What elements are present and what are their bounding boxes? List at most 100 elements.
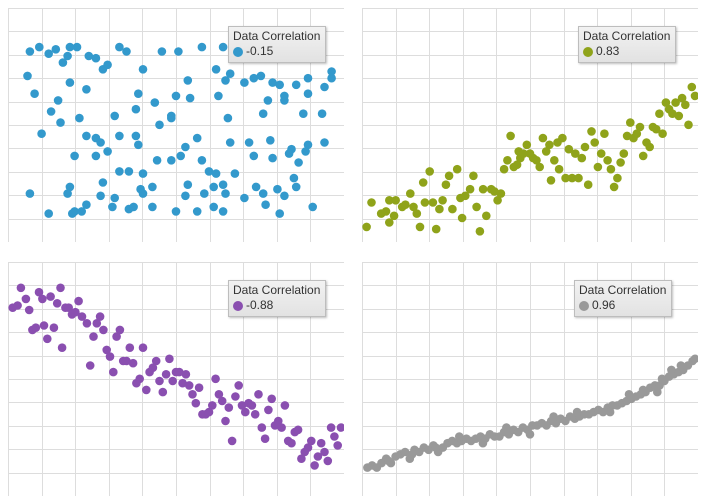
- data-point[interactable]: [482, 211, 491, 221]
- data-point[interactable]: [391, 196, 400, 205]
- data-point[interactable]: [545, 140, 554, 150]
- data-point[interactable]: [567, 173, 577, 183]
- data-point[interactable]: [77, 312, 87, 321]
- data-point[interactable]: [176, 151, 185, 161]
- data-point[interactable]: [655, 109, 664, 118]
- data-point[interactable]: [431, 443, 440, 452]
- data-point[interactable]: [209, 202, 218, 212]
- data-point[interactable]: [230, 169, 240, 178]
- data-point[interactable]: [674, 111, 684, 121]
- data-point[interactable]: [268, 153, 277, 163]
- data-point[interactable]: [115, 42, 124, 52]
- data-point[interactable]: [225, 69, 235, 78]
- data-point[interactable]: [249, 151, 259, 161]
- data-point[interactable]: [65, 182, 75, 192]
- data-point[interactable]: [124, 167, 134, 176]
- data-point[interactable]: [409, 202, 418, 212]
- data-point[interactable]: [227, 436, 237, 446]
- data-point[interactable]: [401, 200, 410, 209]
- data-point[interactable]: [317, 109, 327, 118]
- data-point[interactable]: [297, 454, 306, 463]
- data-point[interactable]: [38, 294, 47, 304]
- data-point[interactable]: [39, 321, 49, 330]
- data-point[interactable]: [554, 164, 564, 174]
- data-point[interactable]: [264, 405, 273, 415]
- data-point[interactable]: [651, 124, 661, 134]
- data-point[interactable]: [506, 131, 515, 141]
- data-point[interactable]: [142, 385, 151, 395]
- data-point[interactable]: [148, 202, 157, 212]
- data-point[interactable]: [168, 376, 177, 386]
- data-point[interactable]: [301, 147, 310, 156]
- data-point[interactable]: [167, 156, 176, 165]
- data-point[interactable]: [148, 363, 158, 372]
- data-point[interactable]: [105, 352, 115, 361]
- data-point[interactable]: [327, 67, 336, 76]
- data-point[interactable]: [241, 407, 250, 417]
- data-point[interactable]: [645, 142, 654, 152]
- data-point[interactable]: [362, 222, 371, 232]
- data-point[interactable]: [91, 151, 101, 161]
- data-point[interactable]: [91, 53, 101, 63]
- data-point[interactable]: [320, 82, 329, 92]
- data-point[interactable]: [333, 441, 343, 450]
- data-point[interactable]: [493, 196, 502, 205]
- data-point[interactable]: [108, 202, 117, 212]
- data-point[interactable]: [684, 120, 693, 130]
- data-point[interactable]: [267, 394, 277, 404]
- data-point[interactable]: [407, 450, 417, 459]
- data-point[interactable]: [24, 305, 34, 315]
- data-point[interactable]: [249, 73, 259, 83]
- data-point[interactable]: [280, 91, 289, 101]
- data-point[interactable]: [320, 447, 329, 457]
- data-point[interactable]: [115, 167, 124, 176]
- data-point[interactable]: [82, 319, 92, 328]
- data-point[interactable]: [155, 376, 164, 386]
- data-point[interactable]: [85, 361, 95, 370]
- data-point[interactable]: [541, 147, 551, 156]
- data-point[interactable]: [384, 456, 393, 466]
- data-point[interactable]: [289, 173, 299, 183]
- legend-entry[interactable]: -0.88: [233, 298, 320, 313]
- data-point[interactable]: [178, 378, 187, 388]
- data-point[interactable]: [95, 312, 105, 321]
- data-point[interactable]: [96, 138, 105, 147]
- data-point[interactable]: [31, 323, 41, 332]
- data-point[interactable]: [284, 149, 294, 158]
- data-point[interactable]: [323, 456, 333, 466]
- data-point[interactable]: [275, 209, 285, 218]
- data-point[interactable]: [125, 343, 135, 352]
- data-point[interactable]: [194, 383, 204, 392]
- data-point[interactable]: [192, 133, 202, 143]
- data-point[interactable]: [74, 296, 83, 306]
- data-point[interactable]: [174, 47, 183, 56]
- data-point[interactable]: [109, 367, 118, 377]
- data-point[interactable]: [676, 361, 686, 370]
- data-point[interactable]: [367, 198, 376, 207]
- data-point[interactable]: [550, 156, 559, 165]
- data-point[interactable]: [472, 202, 481, 212]
- data-point[interactable]: [412, 209, 422, 218]
- data-point[interactable]: [211, 169, 221, 178]
- data-point[interactable]: [455, 432, 464, 441]
- data-point[interactable]: [653, 387, 662, 397]
- data-point[interactable]: [21, 294, 31, 304]
- data-point[interactable]: [110, 111, 119, 121]
- data-point[interactable]: [49, 323, 59, 332]
- data-point[interactable]: [53, 96, 63, 105]
- data-point[interactable]: [258, 109, 268, 118]
- data-point[interactable]: [247, 401, 257, 410]
- data-point[interactable]: [532, 156, 541, 165]
- data-point[interactable]: [499, 164, 509, 174]
- data-point[interactable]: [475, 227, 485, 236]
- data-point[interactable]: [165, 354, 174, 364]
- data-point[interactable]: [280, 401, 290, 410]
- data-point[interactable]: [381, 207, 391, 216]
- data-point[interactable]: [197, 156, 207, 165]
- data-point[interactable]: [415, 222, 425, 232]
- data-point[interactable]: [192, 207, 202, 216]
- data-point[interactable]: [681, 100, 690, 110]
- data-point[interactable]: [16, 283, 26, 293]
- data-point[interactable]: [546, 176, 556, 185]
- data-point[interactable]: [58, 58, 68, 67]
